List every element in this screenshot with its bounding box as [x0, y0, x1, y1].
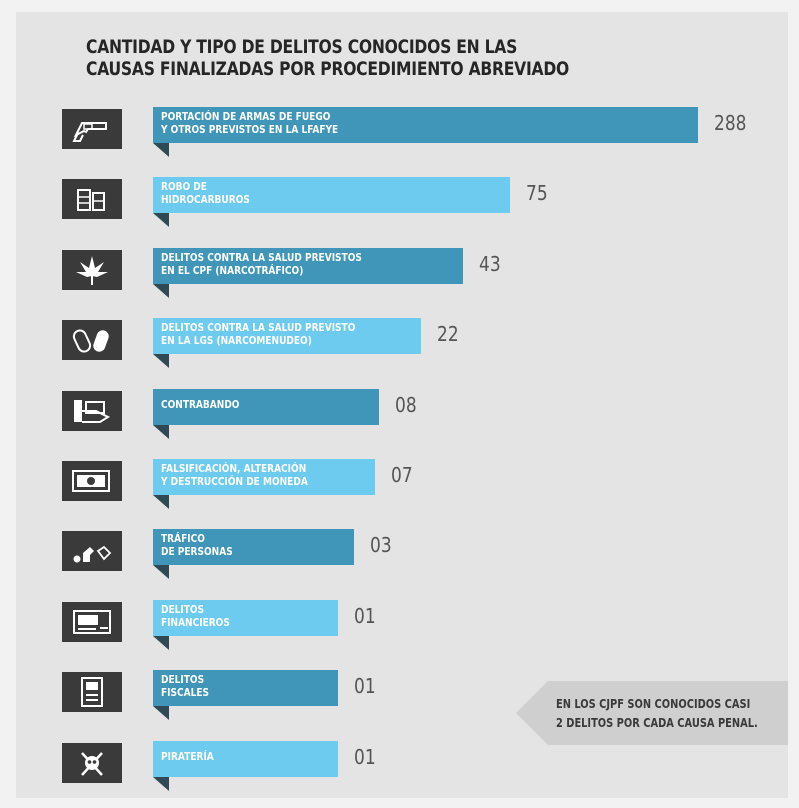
bar-5: CONTRABANDO [153, 388, 379, 425]
bar-fold-2 [153, 213, 169, 228]
bar-label-1-line-2: Y OTROS PREVISTOS EN LA LFAFYE [161, 123, 339, 136]
value-label-9: 01 [353, 674, 376, 699]
value-label-3: 43 [478, 251, 501, 276]
bar-fold-7 [153, 565, 169, 580]
value-label-7: 03 [370, 533, 392, 558]
bar-label-6-line-2: Y DESTRUCCIÓN DE MONEDA [161, 475, 308, 488]
bar-label-9-line-2: FISCALES [161, 686, 210, 700]
bar-6: FALSIFICACIÓN, ALTERACIÓN Y DESTRUCCIÓN D… [153, 459, 375, 495]
bar-fold-3 [153, 283, 169, 298]
bar-label-7-line-2: DE PERSONAS [161, 545, 233, 559]
bar-9: DELITOS FISCALES [153, 670, 338, 707]
skull-crossbones-icon [62, 742, 122, 783]
bar-label-5: CONTRABANDO [161, 398, 239, 411]
tax-document-icon [62, 672, 122, 713]
bar-label-9-line-1: DELITOS [161, 673, 205, 687]
bar-label-2-line-2: HIDROCARBUROS [161, 193, 250, 207]
tax-document-icon-graphic [81, 677, 103, 708]
money-document-icon-graphic [73, 609, 111, 634]
banknote-icon-graphic [72, 470, 110, 492]
bar-fold-9 [153, 706, 169, 721]
bar-label-1-line-1: PORTACIÓN DE ARMAS DE FUEGO [161, 110, 331, 123]
bar-fold-1 [153, 143, 169, 157]
bar-fold-10 [153, 776, 169, 791]
oil-barrels-icon-graphic [77, 189, 105, 212]
skull-crossbones-icon-graphic [81, 751, 103, 776]
chart-title-line-1: CANTIDAD Y TIPO DE DELITOS CONOCIDOS EN … [86, 36, 518, 58]
pills-icon-graphic [72, 329, 109, 353]
bar-label-3: DELITOS CONTRA LA SALUD PREVISTOS EN EL C… [161, 251, 362, 277]
value-label-5: 08 [394, 392, 417, 417]
value-label-2: 75 [526, 181, 549, 206]
person-with-tag-icon-graphic [73, 546, 112, 563]
bar-label-7-line-1: TRÁFICO [161, 532, 205, 546]
bar-label-6-line-1: FALSIFICACIÓN, ALTERACIÓN [161, 462, 307, 475]
cannabis-leaf-icon [62, 249, 122, 290]
bar-label-8-line-1: DELITOS [161, 602, 205, 616]
value-label-4: 22 [436, 322, 459, 347]
bar-fold-6 [153, 495, 169, 509]
cannabis-leaf-icon-graphic [76, 255, 108, 285]
bar-10: PIRATERÍA [153, 740, 338, 777]
chart-title: CANTIDAD Y TIPO DE DELITOS CONOCIDOS EN … [86, 36, 676, 80]
note-line-1: EN LOS CJPF SON CONOCIDOS CASI [556, 697, 751, 711]
bar-fold-8 [153, 635, 169, 650]
hand-with-cash-icon-graphic [74, 399, 111, 423]
bar-label-3-line-1: DELITOS CONTRA LA SALUD PREVISTOS [161, 250, 362, 264]
value-label-6: 07 [390, 463, 413, 487]
note-line-2: 2 DELITOS POR CADA CAUSA PENAL. [556, 716, 758, 730]
revolver-icon [62, 109, 122, 149]
pills-icon [62, 320, 122, 361]
bar-label-2-line-1: ROBO DE [161, 180, 207, 194]
bar-label-3-line-2: EN EL CPF (NARCOTRÁFICO) [161, 263, 304, 277]
oil-barrels-icon [62, 179, 122, 220]
summary-note: EN LOS CJPF SON CONOCIDOS CASI 2 DELITOS… [516, 681, 788, 745]
value-label-8: 01 [353, 603, 376, 628]
bar-3: DELITOS CONTRA LA SALUD PREVISTOS EN EL C… [153, 247, 463, 284]
infographic: CANTIDAD Y TIPO DE DELITOS CONOCIDOS EN … [16, 12, 788, 798]
bar-label-1: PORTACIÓN DE ARMAS DE FUEGO Y OTROS PREVI… [161, 110, 338, 136]
value-label-10: 01 [353, 744, 376, 769]
bar-label-5-line-1: CONTRABANDO [161, 397, 240, 411]
bar-fold-5 [153, 424, 169, 439]
person-with-tag-icon [62, 531, 122, 572]
bar-label-2: ROBO DE HIDROCARBUROS [161, 180, 250, 206]
bar-7: TRÁFICO DE PERSONAS [153, 529, 355, 566]
bar-label-8: DELITOS FINANCIEROS [161, 603, 230, 629]
bar-fold-4 [153, 354, 169, 369]
note-text: EN LOS CJPF SON CONOCIDOS CASI 2 DELITOS… [556, 695, 758, 733]
banknote-icon [62, 461, 122, 501]
revolver-icon-graphic [72, 122, 107, 142]
bar-label-4: DELITOS CONTRA LA SALUD PREVISTO EN LA LG… [161, 321, 355, 347]
bar-label-8-line-2: FINANCIEROS [161, 615, 230, 629]
value-label-1: 288 [714, 111, 747, 135]
bar-label-4-line-2: EN LA LGS (NARCOMENUDEO) [161, 334, 312, 348]
bar-label-7: TRÁFICO DE PERSONAS [161, 532, 233, 558]
bar-label-4-line-1: DELITOS CONTRA LA SALUD PREVISTO [161, 321, 356, 335]
bar-label-10: PIRATERÍA [161, 750, 214, 763]
hand-with-cash-icon [62, 390, 122, 431]
bar-2: ROBO DE HIDROCARBUROS [153, 177, 511, 214]
note-arrow-shape [516, 681, 788, 745]
bar-label-6: FALSIFICACIÓN, ALTERACIÓN Y DESTRUCCIÓN D… [161, 462, 308, 488]
bar-8: DELITOS FINANCIEROS [153, 599, 338, 636]
money-document-icon [62, 601, 122, 642]
bar-1: PORTACIÓN DE ARMAS DE FUEGO Y OTROS PREVI… [153, 107, 698, 143]
bar-4: DELITOS CONTRA LA SALUD PREVISTO EN LA LG… [153, 318, 421, 355]
chart-title-line-2: CAUSAS FINALIZADAS POR PROCEDIMIENTO ABR… [86, 58, 570, 80]
bar-label-9: DELITOS FISCALES [161, 673, 209, 699]
bar-label-10-line-1: PIRATERÍA [161, 749, 214, 763]
